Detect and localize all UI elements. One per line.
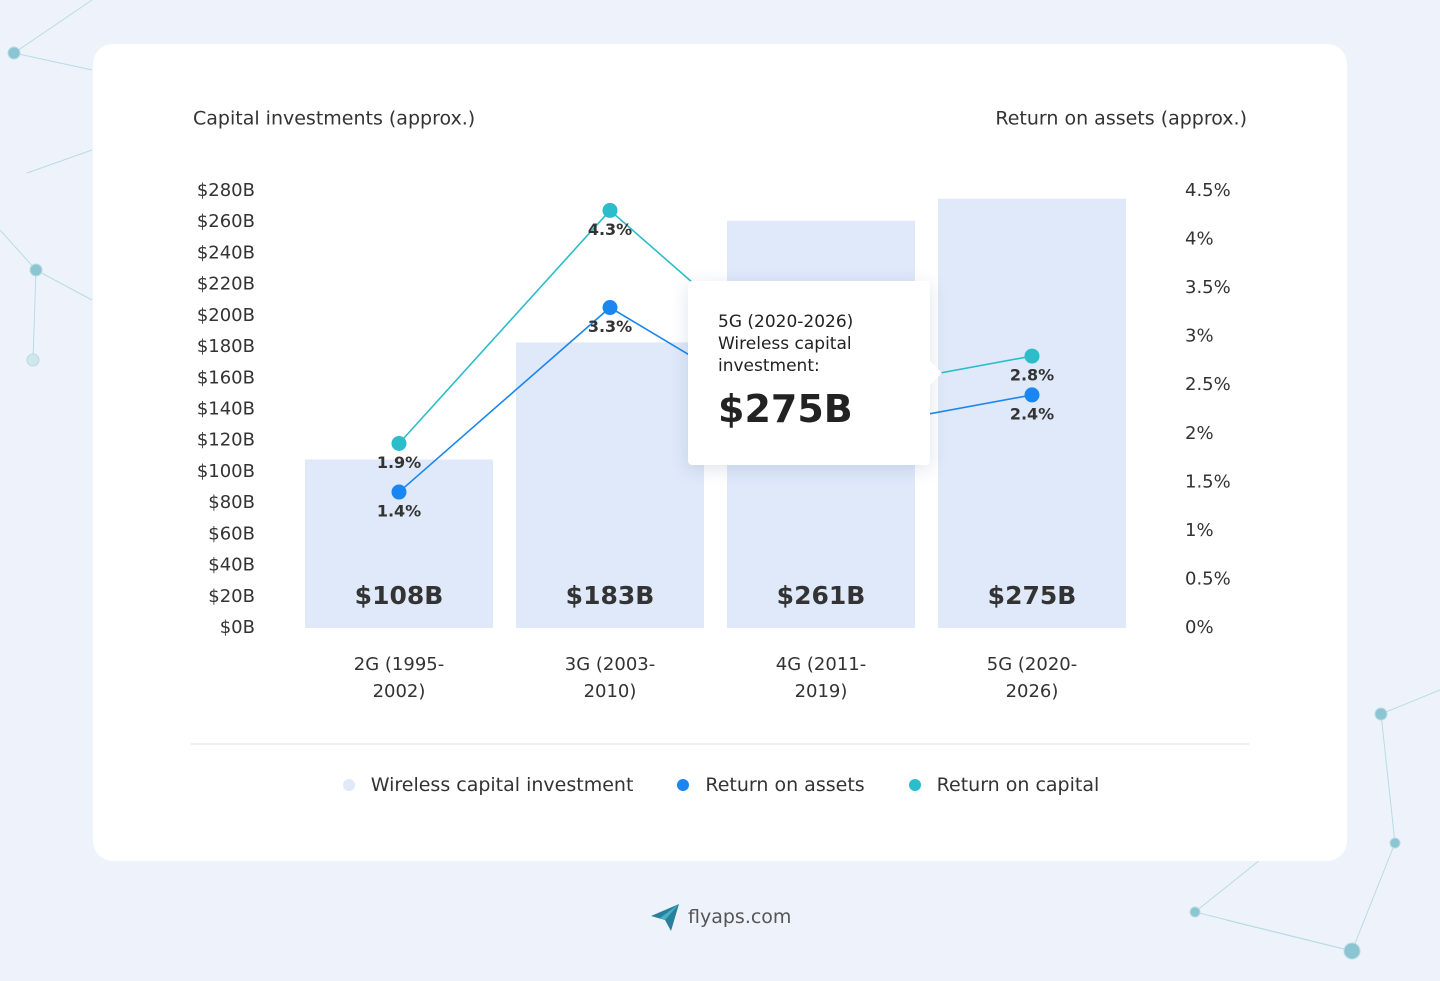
bar-value-label: $275B [988,581,1077,610]
y2-tick-label: 1.5% [1185,471,1231,492]
logo [651,904,679,931]
y2-tick-label: 4% [1185,229,1214,250]
point-value-label: 1.9% [377,453,421,472]
y2-axis-title: Return on assets (approx.) [995,108,1247,130]
y-tick-label: $140B [197,399,255,420]
tooltip-title-text: 5G (2020-2026) [718,312,854,332]
y-tick-label: $0B [220,617,255,638]
point [391,435,407,451]
y2-tick-label: 1% [1185,520,1214,541]
point-value-label: 2.8% [1010,366,1054,385]
bar [516,342,704,628]
point [602,202,618,218]
point [391,484,407,500]
legend-label: Return on assets [705,774,865,796]
legend-marker [908,779,921,791]
legend-marker [342,779,355,791]
footer: flyaps.com [650,902,791,932]
x-tick-label: 5G (2020-2026) [986,654,1078,702]
y-tick-label: $220B [197,274,255,295]
point [602,300,618,316]
point [1024,387,1040,403]
y-tick-label: $260B [197,211,255,232]
x-tick-label: 3G (2003-2010) [564,654,656,702]
y-tick-label: $80B [208,492,255,513]
x-tick-label: 4G (2011-2019) [775,654,867,702]
y2-tick-label: 4.5% [1185,180,1231,201]
y-tick-label: $200B [197,305,255,326]
legend-label: Wireless capital investment [370,774,634,796]
y-tick-label: $120B [197,430,255,451]
legend-item: Wireless capital investment [342,774,634,796]
y-tick-label: $280B [197,180,255,201]
brand: flyaps.com [688,906,792,928]
tooltip: 5G (2020-2026) Wireless capital investmen… [688,281,942,465]
tooltip-value: $275B [718,387,853,431]
bar-value-label: $183B [566,581,655,610]
tooltip-title: 5G (2020-2026) Wireless capital investmen… [718,311,888,377]
tooltip-label: Wireless capital investment: [718,334,852,376]
point-value-label: 1.4% [377,502,421,521]
background-network [0,0,1440,960]
point [1024,348,1040,364]
y-tick-label: $180B [197,336,255,357]
x-tick-label: 2G (1995-2002) [353,654,445,702]
y2-tick-label: 0% [1185,617,1214,638]
y2-tick-label: 3% [1185,326,1214,347]
bar-value-label: $108B [355,581,444,610]
legend: Wireless capital investment Return on ass… [193,774,1249,796]
y-tick-label: $40B [208,555,255,576]
y-tick-label: $60B [208,523,255,544]
legend-marker [677,779,690,791]
y-axis-title: Capital investments (approx.) [193,108,475,130]
y2-tick-label: 2% [1185,423,1214,444]
point-value-label: 3.3% [588,317,632,336]
bar [938,198,1126,628]
legend-item: Return on capital [908,774,1100,796]
y-tick-label: $160B [197,367,255,388]
y-tick-label: $240B [197,242,255,263]
y2-tick-label: 0.5% [1185,568,1231,589]
y-tick-label: $100B [197,461,255,482]
bar-value-label: $261B [777,581,866,610]
point-value-label: 4.3% [588,220,632,239]
legend-label: Return on capital [936,774,1100,796]
y2-tick-label: 3.5% [1185,277,1231,298]
y-tick-label: $20B [208,586,255,607]
y2-tick-label: 2.5% [1185,374,1231,395]
point-value-label: 2.4% [1010,404,1054,423]
legend-item: Return on assets [677,774,865,796]
